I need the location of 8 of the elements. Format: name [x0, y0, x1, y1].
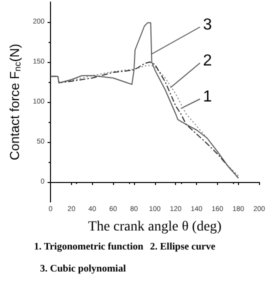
text: 2. Ellipse curve	[150, 242, 216, 252]
x-axis-title: The crank angle θ (deg)	[88, 220, 222, 234]
text: 3. Cubic polynomial	[40, 264, 126, 274]
annotation: 1	[203, 88, 212, 106]
annotation: 2	[203, 52, 212, 70]
y-axis-title: Contact force Fnc(N)	[7, 44, 22, 160]
annotation: 3	[203, 16, 212, 34]
text: 1. Trigonometric function	[34, 242, 144, 252]
